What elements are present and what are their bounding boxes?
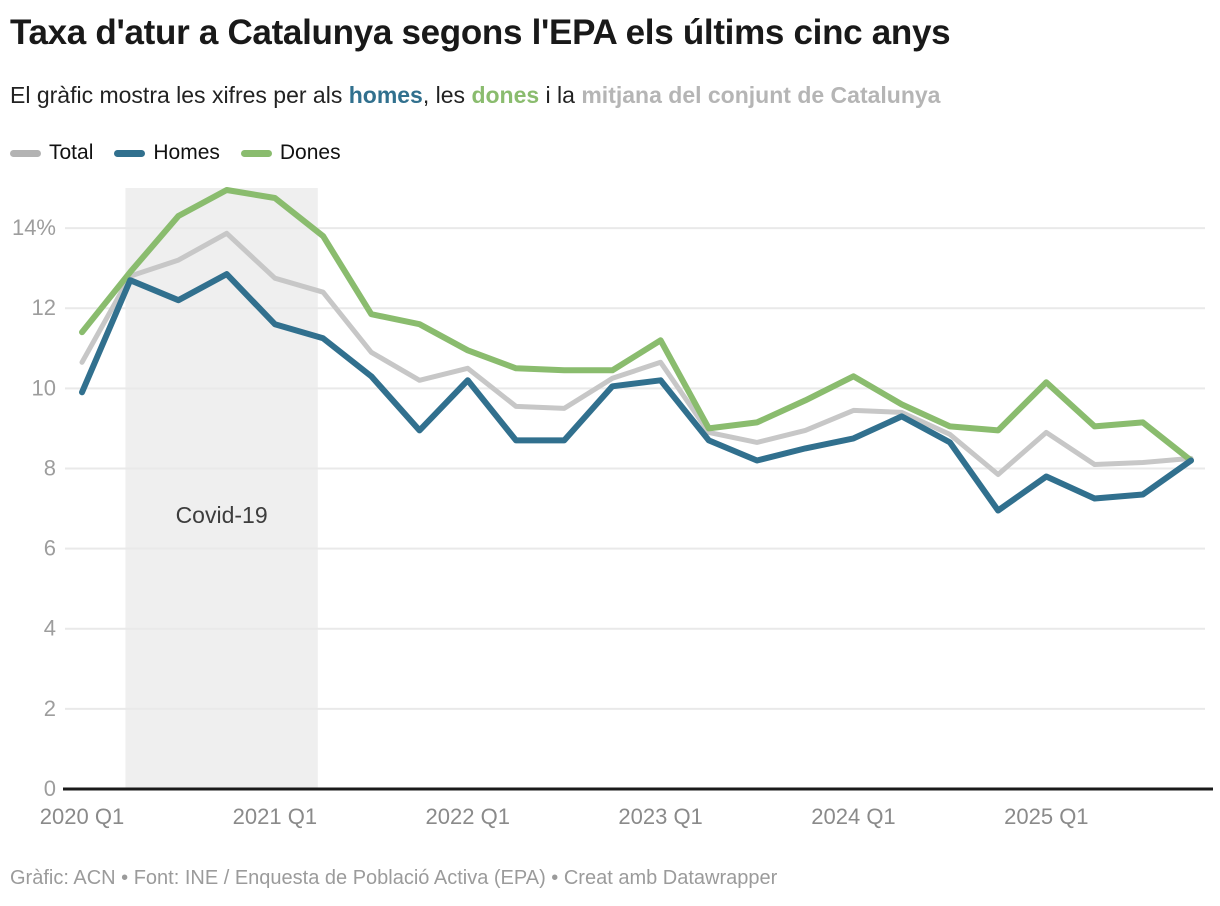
legend-swatch-dones bbox=[240, 149, 272, 157]
subtitle-dones: dones bbox=[471, 82, 540, 108]
y-axis-label: 8 bbox=[44, 455, 56, 480]
series-line-homes bbox=[79, 271, 1194, 514]
y-axis-label: 4 bbox=[44, 616, 56, 641]
legend-label-total: Total bbox=[49, 141, 94, 164]
y-axis-label: 2 bbox=[44, 696, 56, 721]
subtitle-text-3: i la bbox=[539, 82, 582, 108]
x-axis-label: 2022 Q1 bbox=[426, 804, 510, 829]
legend-swatch-total bbox=[10, 149, 41, 157]
subtitle-mitjana: mitjana del conjunt de Catalunya bbox=[581, 82, 941, 108]
legend-swatch-homes bbox=[114, 149, 146, 157]
covid-band-label: Covid-19 bbox=[176, 502, 268, 528]
legend-item-total: Total bbox=[10, 141, 93, 165]
legend-item-homes: Homes bbox=[114, 141, 220, 165]
page-title: Taxa d'atur a Catalunya segons l'EPA els… bbox=[10, 13, 951, 52]
series-line-total bbox=[79, 230, 1194, 477]
y-axis-label: 0 bbox=[44, 776, 56, 801]
x-axis-label: 2020 Q1 bbox=[40, 804, 124, 829]
covid-band bbox=[125, 188, 318, 789]
x-axis-label: 2024 Q1 bbox=[811, 804, 895, 829]
x-axis-label: 2025 Q1 bbox=[1004, 804, 1088, 829]
legend-label-homes: Homes bbox=[153, 141, 220, 164]
chart-subtitle: El gràfic mostra les xifres per als home… bbox=[10, 82, 940, 109]
chart-footer: Gràfic: ACN • Font: INE / Enquesta de Po… bbox=[10, 867, 778, 889]
x-axis-label: 2021 Q1 bbox=[233, 804, 317, 829]
subtitle-homes: homes bbox=[348, 82, 423, 108]
x-axis-label: 2023 Q1 bbox=[618, 804, 702, 829]
series-line-dones bbox=[79, 187, 1194, 464]
legend-item-dones: Dones bbox=[240, 141, 341, 165]
y-axis-label: 6 bbox=[44, 536, 56, 561]
subtitle-text-1: El gràfic mostra les xifres per als bbox=[10, 82, 349, 108]
chart-legend: Total Homes Dones bbox=[10, 141, 341, 165]
y-axis-label: 12 bbox=[32, 295, 56, 320]
legend-label-dones: Dones bbox=[279, 141, 341, 164]
y-axis-label: 10 bbox=[32, 375, 56, 400]
y-axis-label: 14% bbox=[12, 215, 56, 240]
subtitle-text-2: , les bbox=[422, 82, 472, 108]
